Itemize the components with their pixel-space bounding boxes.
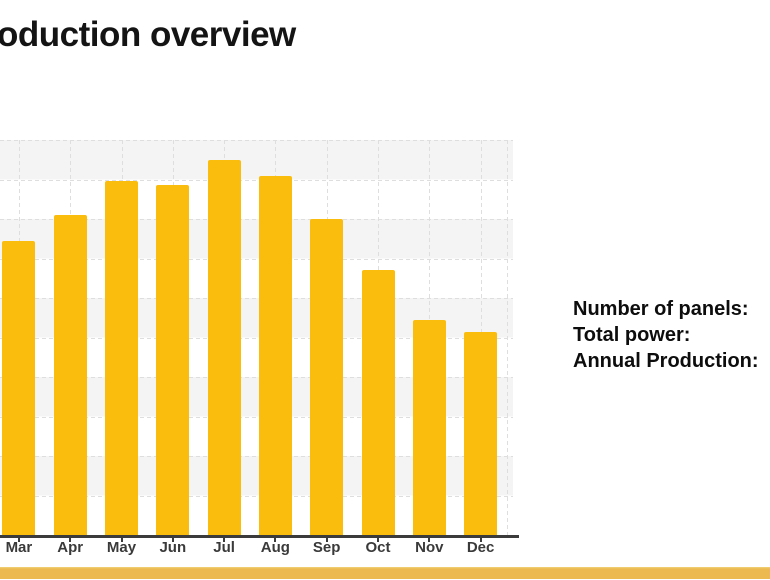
x-tick-nov <box>428 537 431 542</box>
x-tick-label-mar: Mar <box>5 539 33 556</box>
x-tick-dec <box>479 537 482 542</box>
x-tick-aug <box>274 537 277 542</box>
h-gridline <box>0 219 513 220</box>
x-tick-jul <box>223 537 226 542</box>
info-label-number-of-panels: Number of panels: <box>573 298 749 320</box>
h-gridline <box>0 377 513 378</box>
x-tick-label-oct: Oct <box>365 539 391 556</box>
bar-oct <box>361 270 395 535</box>
bar-nov <box>412 319 446 535</box>
x-tick-label-sep: Sep <box>312 539 341 556</box>
bar-jun <box>156 185 190 535</box>
x-tick-label-dec: Dec <box>466 539 495 556</box>
x-tick-label-aug: Aug <box>260 539 290 556</box>
x-axis-line <box>0 535 519 538</box>
x-tick-label-apr: Apr <box>57 539 84 556</box>
bar-jul <box>207 159 241 535</box>
x-tick-oct <box>377 537 379 542</box>
v-gridline-right-edge <box>507 140 508 535</box>
page-title: oduction overview <box>0 15 296 54</box>
h-gridline <box>0 337 513 339</box>
bar-aug <box>258 175 292 535</box>
plot-area <box>0 140 513 535</box>
brand-accent-strip <box>0 567 770 579</box>
bar-may <box>105 181 138 535</box>
x-tick-may <box>120 537 123 542</box>
x-tick-mar <box>17 537 20 542</box>
info-label-annual-production: Annual Production: <box>573 350 759 372</box>
h-gridline <box>0 495 513 497</box>
x-tick-sep <box>325 537 328 542</box>
x-tick-jun <box>171 537 174 542</box>
h-gridline <box>0 298 513 299</box>
bar-mar <box>2 240 36 535</box>
x-tick-apr <box>69 537 72 542</box>
h-gridline <box>0 456 513 457</box>
h-gridline <box>0 416 513 418</box>
x-tick-label-nov: Nov <box>415 539 444 556</box>
h-gridline <box>0 140 513 141</box>
h-gridline <box>0 258 513 260</box>
bar-dec <box>464 331 498 535</box>
x-tick-label-jun: Jun <box>159 539 187 556</box>
x-tick-label-may: May <box>106 539 137 556</box>
x-tick-label-jul: Jul <box>213 539 235 556</box>
info-label-total-power: Total power: <box>573 324 691 346</box>
bar-sep <box>310 219 344 535</box>
h-gridline <box>0 179 513 181</box>
info-panel: Number of panels: Total power: Annual Pr… <box>573 296 759 374</box>
bar-apr <box>53 215 87 535</box>
